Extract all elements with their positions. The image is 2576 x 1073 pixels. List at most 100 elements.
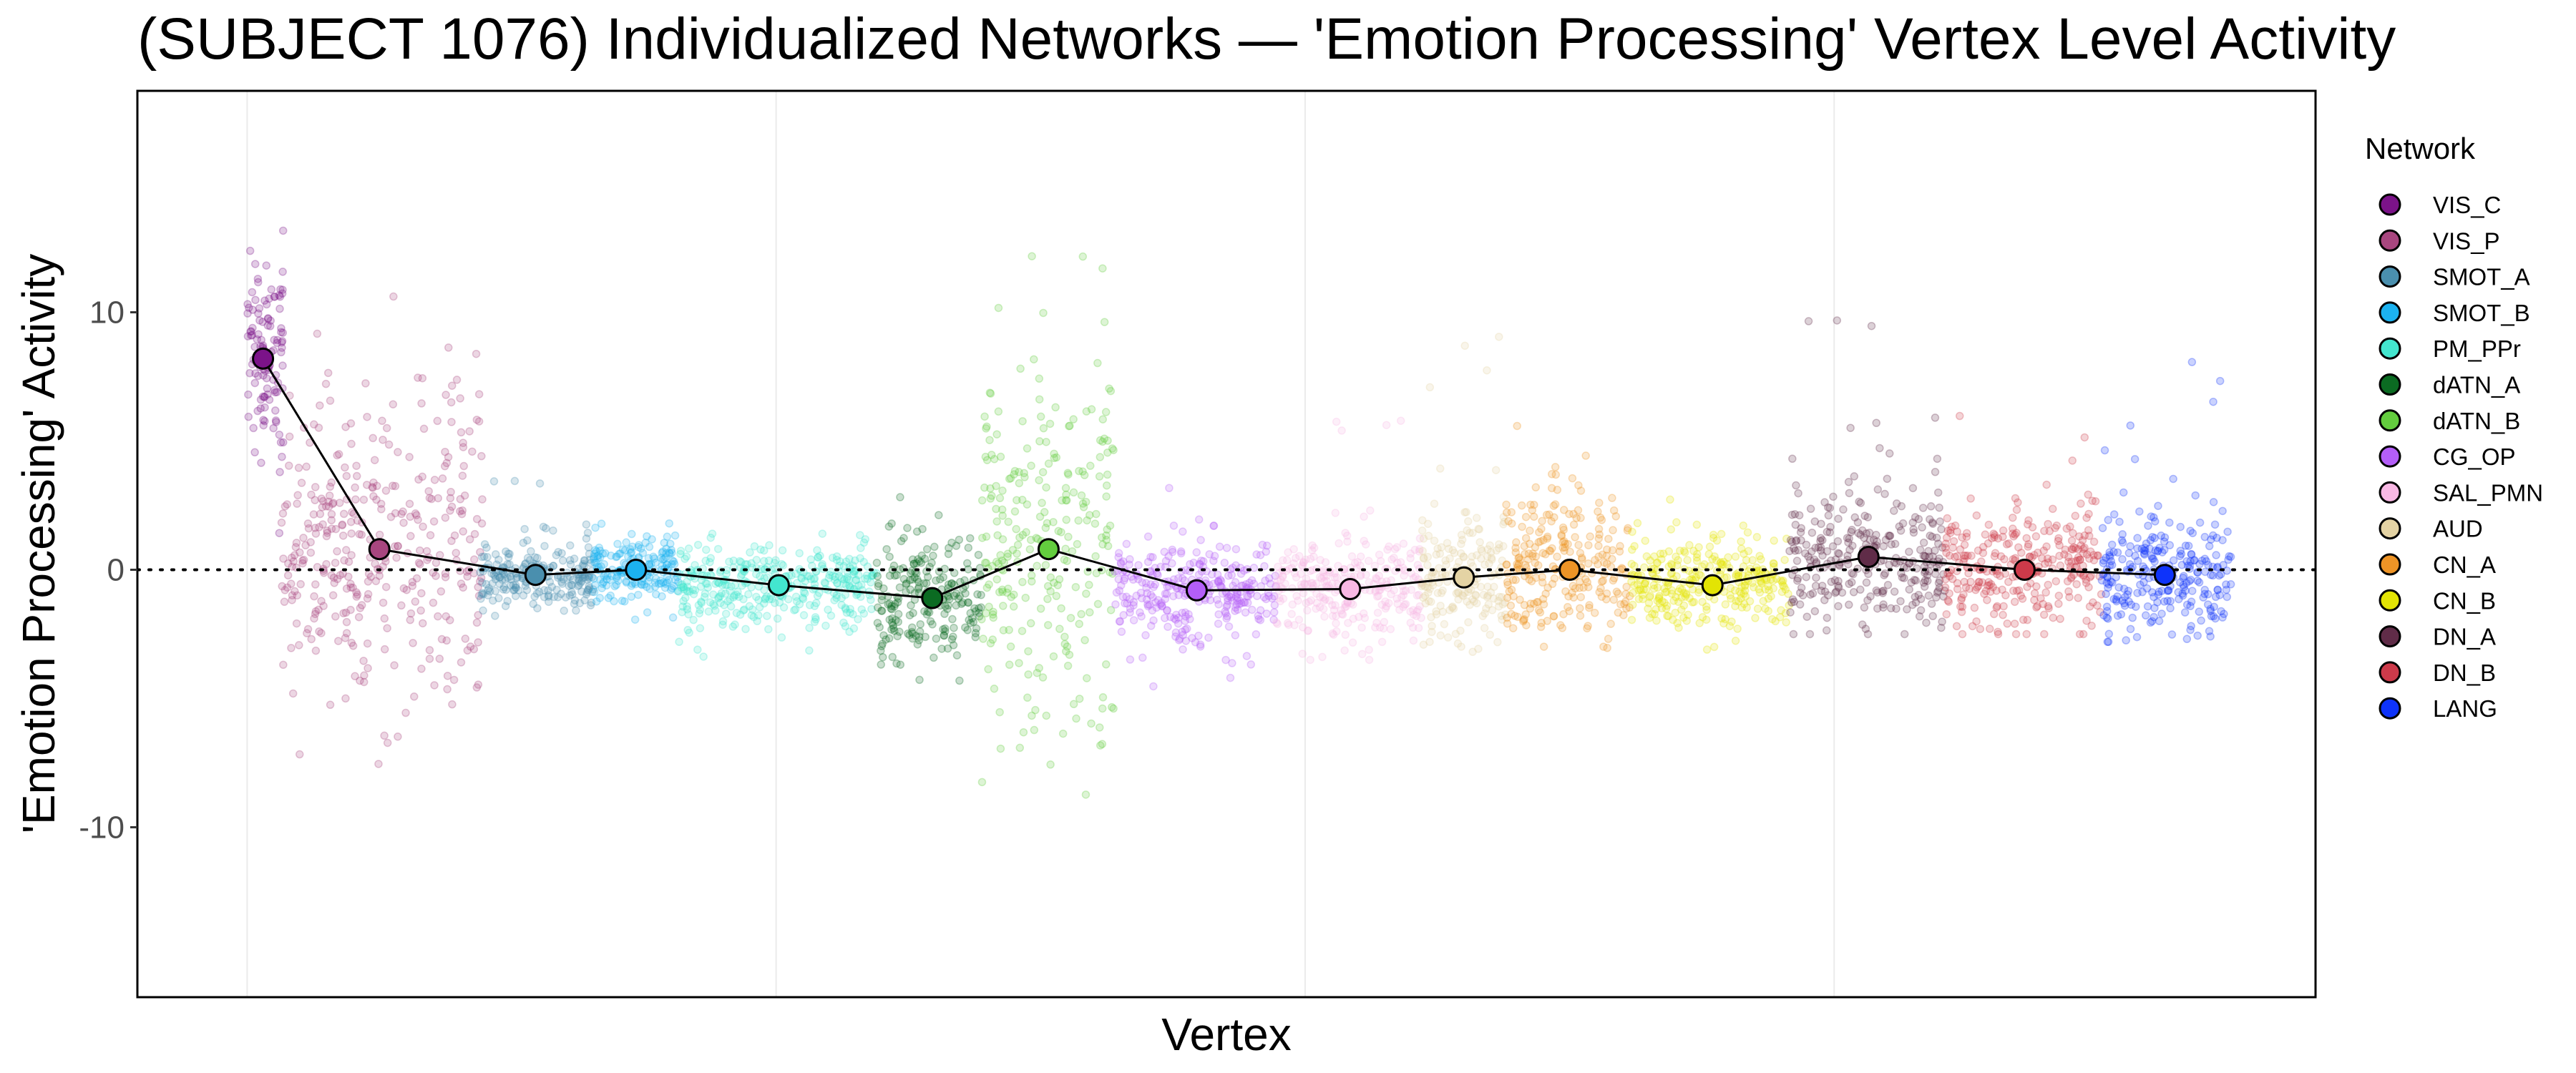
scatter-point <box>1943 514 1952 523</box>
scatter-point <box>950 592 959 600</box>
scatter-point <box>1069 415 1078 423</box>
scatter-point <box>708 529 717 538</box>
scatter-point <box>738 569 746 579</box>
scatter-point <box>1035 664 1043 672</box>
x-axis-label: Vertex <box>1161 1009 1291 1060</box>
scatter-point <box>1061 647 1070 656</box>
scatter-point <box>1063 496 1071 505</box>
scatter-point <box>570 599 579 608</box>
scatter-point <box>627 592 636 601</box>
scatter-point <box>1062 515 1071 524</box>
scatter-point <box>1307 596 1316 605</box>
scatter-point <box>558 579 567 588</box>
scatter-point <box>327 516 336 524</box>
scatter-point <box>1116 581 1126 590</box>
scatter-point <box>697 597 706 606</box>
scatter-point <box>2114 583 2123 592</box>
scatter-point <box>2103 637 2112 647</box>
scatter-point <box>2049 613 2057 622</box>
scatter-point <box>1528 549 1537 558</box>
scatter-point <box>1030 355 1038 364</box>
scatter-point <box>1018 496 1027 504</box>
scatter-point <box>1905 585 1914 594</box>
scatter-point <box>1160 614 1169 622</box>
scatter-point <box>323 368 333 378</box>
scatter-point <box>1319 572 1328 581</box>
scatter-point <box>1158 602 1166 611</box>
scatter-point <box>1209 521 1219 530</box>
scatter-point <box>339 509 348 519</box>
scatter-point <box>1438 586 1447 595</box>
scatter-point <box>394 733 402 741</box>
scatter-point <box>348 583 357 592</box>
scatter-point <box>1584 559 1593 568</box>
mean-point-vis-p <box>368 538 391 561</box>
scatter-point <box>1702 602 1711 611</box>
scatter-point <box>844 575 854 584</box>
scatter-point <box>831 575 839 584</box>
scatter-point <box>977 603 985 612</box>
scatter-point <box>1043 582 1053 591</box>
scatter-point <box>1958 629 1967 639</box>
scatter-point <box>250 343 259 351</box>
scatter-point <box>906 569 915 577</box>
scatter-point <box>314 423 323 432</box>
scatter-point <box>1727 617 1736 626</box>
scatter-point <box>2140 544 2150 552</box>
scatter-point <box>1916 594 1926 604</box>
scatter-point <box>770 559 779 567</box>
scatter-point <box>1039 308 1048 318</box>
scatter-point <box>318 496 328 506</box>
scatter-point <box>665 519 674 528</box>
scatter-point <box>244 390 253 399</box>
scatter-point <box>1374 592 1383 600</box>
scatter-point <box>877 607 887 615</box>
scatter-point <box>1319 593 1327 602</box>
scatter-point <box>1152 603 1161 612</box>
scatter-point <box>342 617 351 627</box>
scatter-point <box>1163 606 1171 615</box>
scatter-point <box>1792 557 1802 565</box>
scatter-point <box>1025 545 1035 554</box>
scatter-point <box>1342 531 1352 540</box>
y-axis-label: 'Emotion Processing' Activity <box>13 254 64 834</box>
scatter-point <box>394 448 402 456</box>
scatter-point <box>474 592 484 600</box>
scatter-point <box>1845 489 1854 498</box>
scatter-point <box>1779 577 1787 585</box>
scatter-point <box>1464 587 1473 597</box>
scatter-point <box>1153 596 1163 604</box>
scatter-point <box>275 468 284 476</box>
scatter-point <box>552 551 561 559</box>
scatter-point <box>1571 584 1580 593</box>
scatter-point <box>369 484 377 492</box>
scatter-point <box>749 612 758 622</box>
legend-swatch <box>2379 589 2401 612</box>
scatter-point <box>989 613 997 622</box>
scatter-point <box>1456 626 1465 635</box>
scatter-point <box>522 586 532 594</box>
scatter-point <box>1168 559 1176 568</box>
scatter-point <box>333 574 342 584</box>
scatter-point <box>1174 574 1183 583</box>
scatter-point <box>287 644 296 652</box>
scatter-point <box>805 572 814 581</box>
scatter-point <box>317 629 326 637</box>
scatter-point <box>484 591 492 599</box>
scatter-point <box>1491 466 1501 474</box>
scatter-point <box>613 572 622 580</box>
scatter-point <box>502 547 510 556</box>
scatter-point <box>971 629 980 637</box>
scatter-point <box>263 321 273 330</box>
scatter-point <box>1441 556 1450 565</box>
scatter-point <box>1780 555 1789 564</box>
scatter-point <box>273 335 282 345</box>
legend-label: dATN_B <box>2433 408 2520 434</box>
scatter-point <box>1042 711 1051 720</box>
scatter-point <box>1119 611 1128 619</box>
scatter-point <box>418 373 427 383</box>
scatter-point <box>1372 574 1380 582</box>
legend-label: LANG <box>2433 695 2497 722</box>
scatter-point <box>936 574 945 584</box>
scatter-point <box>397 601 406 610</box>
